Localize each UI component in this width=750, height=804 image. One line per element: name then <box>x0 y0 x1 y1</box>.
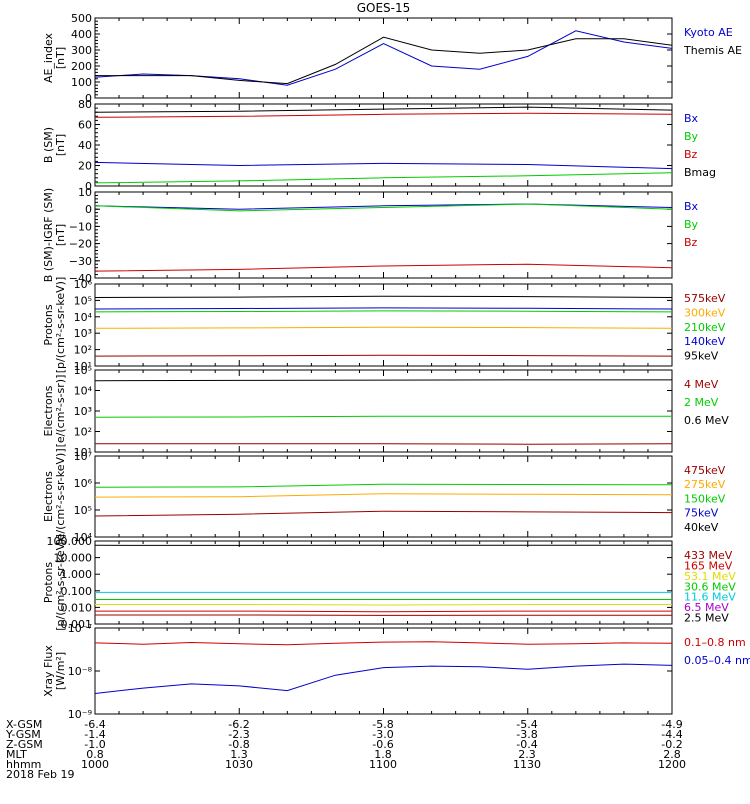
legend-label: 575keV <box>684 292 726 305</box>
series-line-53-1-mev <box>95 605 672 606</box>
legend-label: 2 MeV <box>684 396 719 409</box>
panel-2-ytick-label: 40 <box>78 139 92 152</box>
panel-8-frame <box>95 628 672 714</box>
panel-5-ytick-label: 10⁵ <box>74 364 92 377</box>
panel-1-frame <box>95 18 672 98</box>
panel-6-ytick-label: 10⁷ <box>74 450 92 463</box>
panel-5-ylabel: [e/(cm²-s-sr)] <box>54 375 67 448</box>
panel-6-ytick-label: 10⁵ <box>74 504 92 517</box>
legend-label: 0.1–0.8 nm <box>684 636 746 649</box>
panel-2-ytick-label: 80 <box>78 98 92 111</box>
xaxis-row-value: 1200 <box>658 758 686 771</box>
panel-2-ylabel: [nT] <box>54 134 67 156</box>
legend-label: 95keV <box>684 350 719 363</box>
legend-label: 210keV <box>684 321 726 334</box>
panel-5-frame <box>95 370 672 452</box>
panel-8-ytick-label: 10⁻⁷ <box>68 622 92 635</box>
panel-4-ylabel: [p/(cm²-s-sr-keV)] <box>54 277 67 374</box>
series-line-bz <box>95 113 672 117</box>
legend-label: Kyoto AE <box>684 26 733 39</box>
panel-4-ytick-label: 10⁵ <box>74 294 92 307</box>
legend-label: By <box>684 218 699 231</box>
panel-1-ytick-label: 300 <box>71 44 92 57</box>
series-line-575kev <box>95 355 672 356</box>
chart-title: GOES-15 <box>357 1 411 15</box>
legend-label: Bmag <box>684 166 716 179</box>
series-line-bz <box>95 264 672 271</box>
panel-3-ytick-label: 10 <box>78 186 92 199</box>
panel-4-ytick-label: 10⁶ <box>74 278 93 291</box>
panel-6-ytick-label: 10⁶ <box>74 477 93 490</box>
panel-2-ytick-label: 60 <box>78 119 92 132</box>
panel-4-ytick-label: 10³ <box>74 327 92 340</box>
panel-3-ytick-label: 0 <box>85 203 92 216</box>
legend-label: Bz <box>684 148 698 161</box>
series-line-bx <box>95 162 672 168</box>
legend-label: 475keV <box>684 464 726 477</box>
legend-label: 140keV <box>684 335 726 348</box>
panel-3-ylabel: [nT] <box>54 224 67 246</box>
panel-1-ytick-label: 100 <box>71 76 92 89</box>
legend-label: 4 MeV <box>684 378 719 391</box>
panel-7-ylabel: [p/(cm²-s-sr-keV)] <box>54 534 67 631</box>
panel-8-ytick-label: 10⁻⁸ <box>68 665 93 678</box>
series-line-0-05-0-4-nm <box>95 664 672 693</box>
series-line-165-mev <box>95 611 672 612</box>
legend-label: Bx <box>684 112 699 125</box>
panel-4-ytick-label: 10⁴ <box>74 311 93 324</box>
panel-1-ytick-label: 500 <box>71 12 92 25</box>
series-line-0-1-0-8-nm <box>95 642 672 645</box>
legend-label: Bx <box>684 200 699 213</box>
panel-4-ytick-label: 10² <box>74 344 92 357</box>
panel-5-ytick-label: 10³ <box>74 405 92 418</box>
panel-1-ylabel: [nT] <box>54 47 67 69</box>
xaxis-row-value: 1100 <box>369 758 397 771</box>
xaxis-row-value: 1030 <box>225 758 253 771</box>
panel-3-ytick-label: −20 <box>69 238 92 251</box>
legend-label: 75keV <box>684 507 719 520</box>
panel-5-ytick-label: 10² <box>74 426 92 439</box>
legend-label: 275keV <box>684 478 726 491</box>
panel-6-ylabel: [e/(cm²-s-sr-keV)] <box>54 448 67 544</box>
series-line-210kev <box>95 311 672 312</box>
legend-label: Themis AE <box>683 44 742 57</box>
legend-label: 300keV <box>684 306 726 319</box>
legend-label: 150keV <box>684 492 726 505</box>
panel-2-ytick-label: 20 <box>78 160 92 173</box>
panel-1-ytick-label: 200 <box>71 60 92 73</box>
series-line-275kev <box>95 494 672 497</box>
series-line-140kev <box>95 308 672 309</box>
panel-1-ytick-label: 400 <box>71 28 92 41</box>
xaxis-row-value: 1130 <box>513 758 541 771</box>
legend-label: By <box>684 130 699 143</box>
series-line-300kev <box>95 327 672 328</box>
panel-8-ylabel: [W/m²] <box>54 652 67 690</box>
legend-label: 40keV <box>684 521 719 534</box>
date-label: 2018 Feb 19 <box>6 768 74 781</box>
legend-label: 0.05–0.4 nm <box>684 654 750 667</box>
panel-3-ytick-label: −30 <box>69 255 92 268</box>
xaxis-row-value: 1000 <box>81 758 109 771</box>
series-line-2-mev <box>95 416 672 417</box>
series-line-0-6-mev <box>95 380 672 381</box>
series-line-475kev <box>95 511 672 516</box>
panel-3-ytick-label: −10 <box>69 220 92 233</box>
legend-label: 2.5 MeV <box>684 612 729 625</box>
series-line-95kev <box>95 296 672 297</box>
panel-5-ytick-label: 10⁴ <box>74 385 93 398</box>
legend-label: 0.6 MeV <box>684 414 729 427</box>
series-line-150kev <box>95 484 672 487</box>
legend-label: Bz <box>684 236 698 249</box>
